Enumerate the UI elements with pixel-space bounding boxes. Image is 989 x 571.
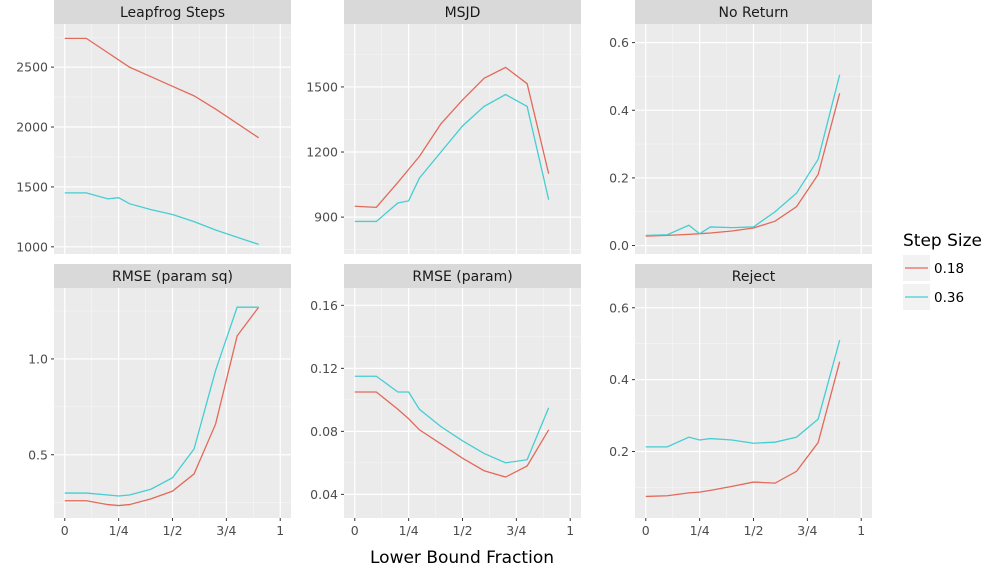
- x-tick-label: 1/4: [109, 523, 129, 538]
- panel-strip: [344, 264, 581, 288]
- panel-6: Reject 0.2 0.4 0.6 0 1/4 1/2 3/4 1: [609, 264, 872, 538]
- x-tick-label: 3/4: [797, 523, 817, 538]
- legend: Step Size 0.18 0.36: [903, 231, 982, 310]
- x-tick-label: 3/4: [506, 523, 526, 538]
- panel-title: RMSE (param): [412, 269, 512, 285]
- panel-1: Leapfrog Steps 1000 1500 2000 2500: [16, 0, 291, 254]
- panel-title: RMSE (param sq): [112, 269, 233, 285]
- x-tick-label: 1/4: [690, 523, 710, 538]
- y-tick-label: 1200: [306, 145, 338, 160]
- x-axis-title: Lower Bound Fraction: [370, 548, 554, 568]
- series-line-0-36: [645, 339, 841, 448]
- y-tick-label: 0.4: [609, 372, 629, 387]
- series-line-0-18: [64, 306, 260, 507]
- panel-3: No Return 0.0 0.2 0.4 0.6: [609, 0, 872, 254]
- x-tick-label: 1: [276, 523, 284, 538]
- x-tick-label: 3/4: [216, 523, 236, 538]
- panel-title: Reject: [732, 269, 776, 285]
- y-tick-label: 0.4: [609, 103, 629, 118]
- x-tick-label: 1: [857, 523, 865, 538]
- y-tick-label: 1000: [16, 239, 48, 254]
- legend-title: Step Size: [903, 231, 982, 251]
- legend-label: 0.36: [934, 290, 964, 306]
- y-tick-label: 0.12: [310, 361, 338, 376]
- legend-label: 0.18: [934, 261, 964, 277]
- panel-strip: [54, 264, 291, 288]
- y-tick-label: 900: [314, 210, 338, 225]
- series-line-0-18: [645, 361, 841, 498]
- series-line-0-18: [645, 93, 841, 237]
- panel-strip: [635, 0, 872, 24]
- y-tick-label: 0.04: [310, 487, 338, 502]
- x-tick-label: 0: [61, 523, 69, 538]
- panel-2: MSJD 900 1200 1500: [306, 0, 581, 254]
- x-tick-label: 1/4: [399, 523, 419, 538]
- x-tick-label: 1/2: [162, 523, 182, 538]
- y-tick-label: 0.0: [609, 238, 629, 253]
- y-tick-label: 2000: [16, 120, 48, 135]
- panel-strip: [635, 264, 872, 288]
- x-tick-label: 1: [566, 523, 574, 538]
- panel-title: MSJD: [445, 5, 481, 21]
- panel-5: RMSE (param) 0.04 0.08 0.12 0.16 0 1/4 1/2 3/4 1: [310, 264, 581, 538]
- panels-layer: Leapfrog Steps1000150020002500MSJD900120…: [16, 0, 872, 538]
- y-tick-label: 0.2: [609, 170, 629, 185]
- x-tick-label: 0: [351, 523, 359, 538]
- y-tick-label: 0.16: [310, 298, 338, 313]
- series-line-0-36: [354, 93, 550, 223]
- series-line-0-18: [354, 391, 550, 478]
- y-tick-label: 1500: [306, 79, 338, 94]
- y-tick-label: 2500: [16, 60, 48, 75]
- y-tick-label: 1.0: [28, 351, 48, 366]
- y-tick-label: 0.6: [609, 35, 629, 50]
- panel-strip: [344, 0, 581, 24]
- x-tick-label: 1/2: [743, 523, 763, 538]
- panel-title: No Return: [719, 5, 789, 21]
- series-line-0-36: [354, 375, 550, 464]
- series-line-0-36: [64, 306, 259, 497]
- y-tick-label: 1500: [16, 179, 48, 194]
- x-tick-label: 0: [642, 523, 650, 538]
- series-line-0-18: [64, 37, 260, 139]
- y-tick-label: 0.6: [609, 300, 629, 315]
- series-line-0-36: [645, 74, 841, 237]
- y-tick-label: 0.5: [28, 447, 48, 462]
- series-line-0-18: [354, 66, 550, 209]
- panel-strip: [54, 0, 291, 24]
- panel-title: Leapfrog Steps: [120, 5, 225, 21]
- series-line-0-36: [64, 192, 259, 246]
- x-tick-label: 1/2: [452, 523, 472, 538]
- y-tick-label: 0.08: [310, 424, 338, 439]
- y-tick-label: 0.2: [609, 444, 629, 459]
- panel-4: RMSE (param sq) 0.5 1.0 0 1/4 1/2 3/4 1: [28, 264, 291, 538]
